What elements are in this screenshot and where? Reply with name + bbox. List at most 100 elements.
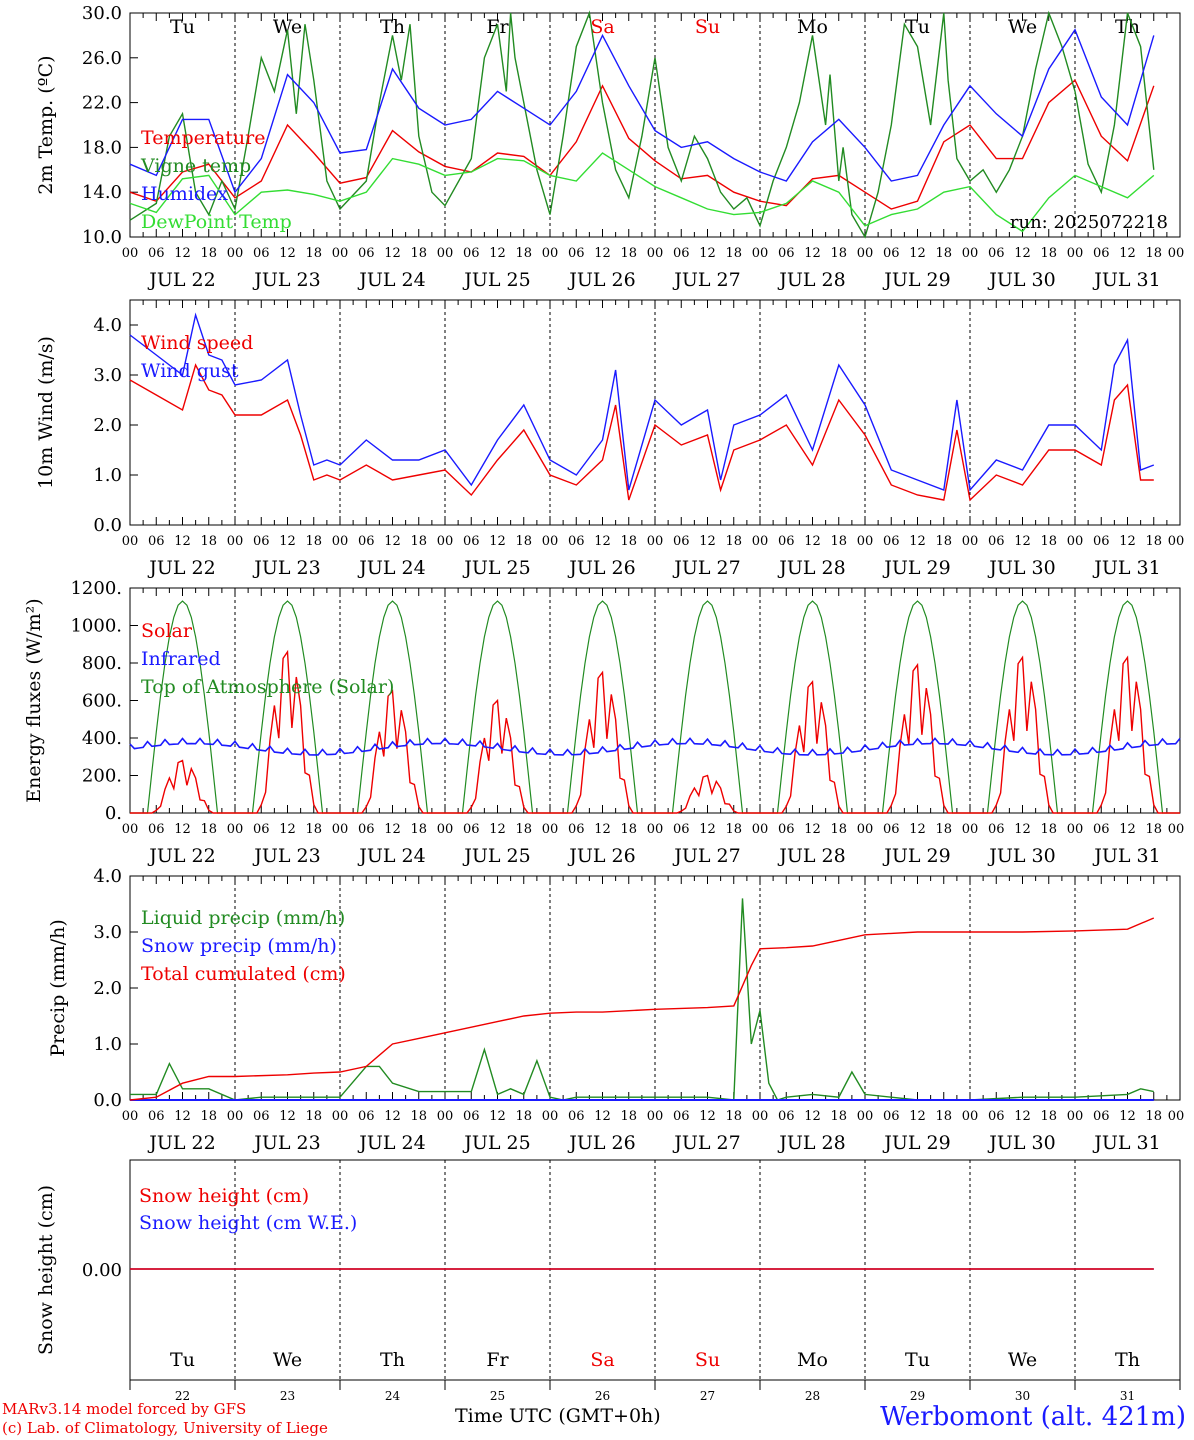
temp-series-line — [129, 28, 1155, 194]
legend-entry: Total cumulated (cm) — [141, 963, 346, 985]
hour-label: 06 — [568, 534, 585, 549]
hour-label: 00 — [1168, 822, 1185, 837]
weekday-label: We — [1008, 1349, 1037, 1371]
y-tick-label: 4.0 — [93, 315, 122, 336]
y-tick-label: 0.0 — [93, 515, 122, 536]
date-label: JUL 26 — [567, 557, 635, 579]
hour-label: 18 — [1145, 534, 1162, 549]
date-label: JUL 23 — [252, 269, 320, 291]
hour-label: 18 — [1145, 246, 1162, 261]
date-label: JUL 27 — [672, 1132, 740, 1154]
hour-label: 06 — [463, 1109, 480, 1124]
hour-label: 06 — [148, 822, 165, 837]
hour-label: 18 — [515, 534, 532, 549]
date-label: JUL 23 — [252, 1132, 320, 1154]
weekday-label: We — [1008, 16, 1037, 38]
hour-label: 00 — [647, 822, 664, 837]
hour-label: 00 — [437, 1109, 454, 1124]
y-tick-label: 600. — [82, 691, 122, 712]
hour-label: 00 — [752, 1109, 769, 1124]
hour-label: 06 — [988, 534, 1005, 549]
hour-label: 06 — [568, 1109, 585, 1124]
legend-entry: Vigne temp — [140, 155, 251, 177]
hour-label: 12 — [909, 534, 926, 549]
hour-label: 00 — [227, 534, 244, 549]
y-tick-label: 800. — [82, 653, 122, 674]
date-label: JUL 29 — [882, 845, 950, 867]
y-tick-label: 2.0 — [93, 415, 122, 436]
hour-label: 12 — [1119, 1109, 1136, 1124]
date-label: JUL 27 — [672, 557, 740, 579]
y-tick-label: 3.0 — [93, 922, 122, 943]
wind-series-line — [129, 363, 1154, 502]
hour-label: 12 — [489, 822, 506, 837]
hour-label: 18 — [410, 1109, 427, 1124]
date-label: JUL 26 — [567, 1132, 635, 1154]
weekday-label: Tu — [905, 1349, 930, 1371]
hour-label: 18 — [515, 1109, 532, 1124]
hour-label: 06 — [253, 246, 270, 261]
hour-label: 12 — [279, 534, 296, 549]
hour-label: 12 — [174, 534, 191, 549]
day-number-label: 23 — [280, 1389, 295, 1403]
precip-series-line — [130, 898, 1154, 1101]
hour-label: 06 — [148, 246, 165, 261]
date-label: JUL 30 — [987, 1132, 1055, 1154]
hour-label: 06 — [253, 1109, 270, 1124]
hour-label: 00 — [122, 822, 139, 837]
date-label: JUL 29 — [882, 269, 950, 291]
hour-label: 12 — [804, 246, 821, 261]
hour-label: 06 — [778, 534, 795, 549]
hour-label: 00 — [1168, 534, 1185, 549]
day-number-label: 31 — [1120, 1389, 1135, 1403]
hour-label: 12 — [594, 246, 611, 261]
hour-label: 12 — [1119, 534, 1136, 549]
hour-label: 12 — [804, 534, 821, 549]
hour-label: 00 — [122, 1109, 139, 1124]
legend-entry: Humidex — [141, 183, 228, 205]
hour-label: 18 — [200, 1109, 217, 1124]
date-label: JUL 30 — [987, 845, 1055, 867]
hour-label: 00 — [227, 1109, 244, 1124]
weekday-label: Su — [695, 1349, 720, 1371]
hour-label: 12 — [1014, 822, 1031, 837]
date-label: JUL 25 — [462, 845, 530, 867]
hour-label: 00 — [542, 1109, 559, 1124]
hour-label: 00 — [1067, 246, 1084, 261]
hour-label: 18 — [725, 534, 742, 549]
date-label: JUL 25 — [462, 269, 530, 291]
legend-entry: Temperature — [141, 127, 265, 149]
hour-label: 06 — [253, 822, 270, 837]
date-label: JUL 24 — [357, 845, 425, 867]
date-label: JUL 26 — [567, 845, 635, 867]
hour-label: 06 — [988, 1109, 1005, 1124]
y-axis-title: Energy fluxes (W/m²) — [23, 598, 45, 802]
hour-label: 18 — [305, 822, 322, 837]
hour-label: 06 — [463, 822, 480, 837]
y-tick-label: 0.0 — [93, 1090, 122, 1111]
legend-entry: Snow height (cm) — [139, 1185, 309, 1207]
date-label: JUL 24 — [357, 557, 425, 579]
date-label: JUL 25 — [462, 1132, 530, 1154]
hour-label: 18 — [935, 246, 952, 261]
hour-label: 06 — [253, 534, 270, 549]
hour-label: 18 — [410, 534, 427, 549]
hour-label: 06 — [1093, 822, 1110, 837]
day-number-label: 22 — [175, 1389, 190, 1403]
y-tick-label: 0.00 — [82, 1260, 122, 1281]
hour-label: 12 — [1014, 534, 1031, 549]
day-number-label: 28 — [805, 1389, 820, 1403]
hour-label: 06 — [673, 534, 690, 549]
date-label: JUL 28 — [777, 845, 845, 867]
date-label: JUL 28 — [777, 269, 845, 291]
date-label: JUL 22 — [147, 269, 215, 291]
hour-label: 12 — [699, 822, 716, 837]
hour-label: 12 — [804, 822, 821, 837]
hour-label: 00 — [332, 246, 349, 261]
hour-label: 18 — [620, 246, 637, 261]
hour-label: 06 — [358, 822, 375, 837]
hour-label: 12 — [699, 246, 716, 261]
y-tick-label: 1200. — [70, 578, 122, 599]
hour-label: 06 — [883, 534, 900, 549]
legend-entry: DewPoint Temp — [141, 211, 292, 233]
